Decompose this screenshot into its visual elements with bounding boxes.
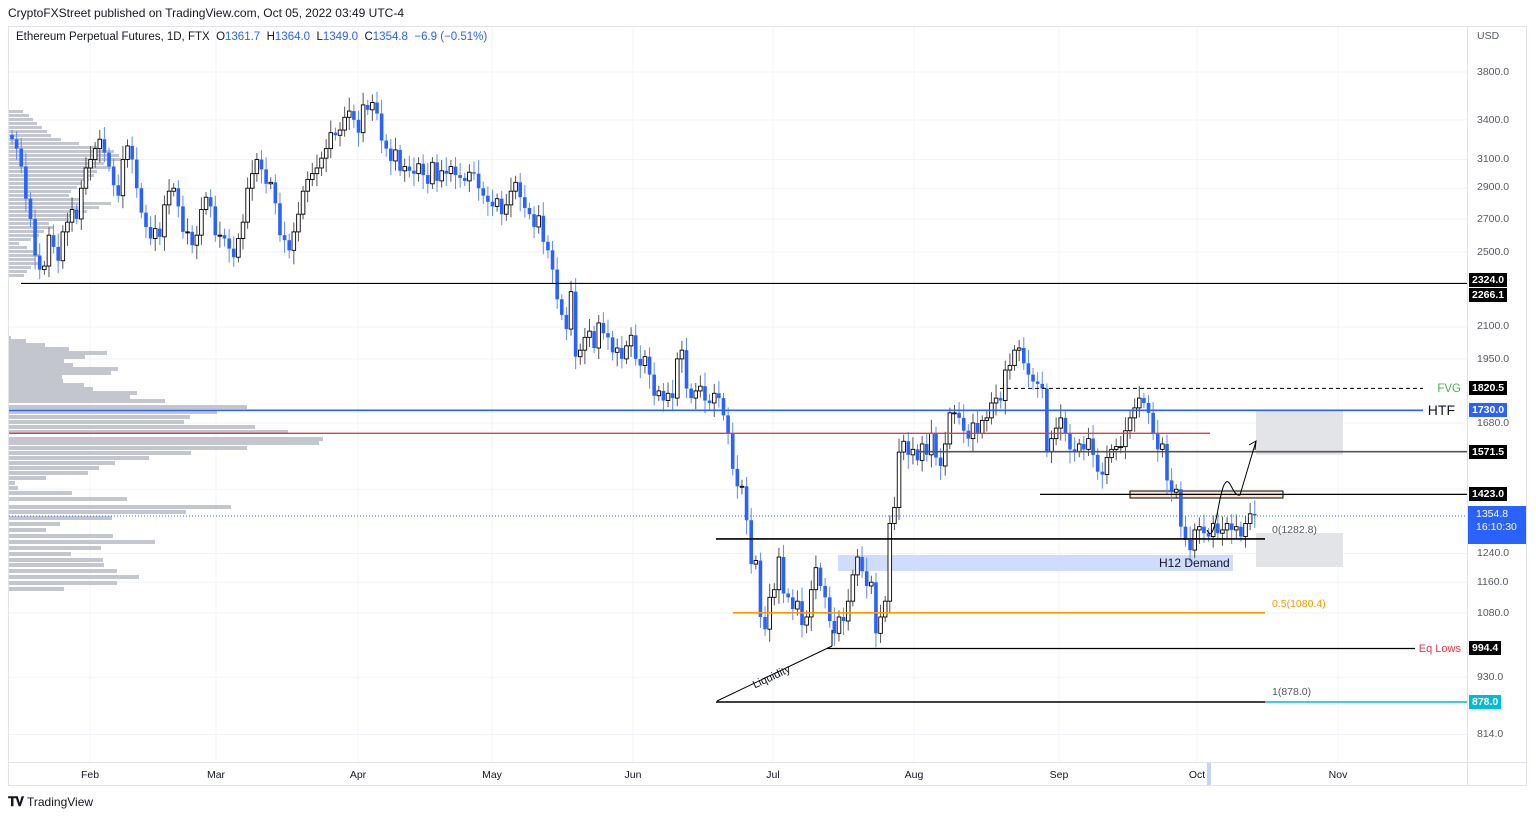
bar-countdown: 16:10:30 <box>1476 521 1517 533</box>
price-level-label: 2324.0 <box>1469 273 1508 287</box>
price-level-label: 994.4 <box>1469 641 1502 655</box>
x-tick-jul: Jul <box>766 769 780 781</box>
tradingview-logo-icon: 𝐓𝐕 <box>8 794 24 809</box>
open-value: 1361.7 <box>225 31 261 43</box>
fib-0-label: 0(1282.8) <box>1272 524 1317 536</box>
brand-name: TradingView <box>27 795 94 809</box>
ohlc-legend: Ethereum Perpetual Futures, 1D, FTX O136… <box>16 31 488 43</box>
currency-label: USD <box>1477 30 1500 42</box>
current-bar-highlight <box>1207 763 1211 785</box>
x-tick-oct: Oct <box>1188 769 1206 781</box>
chart-frame <box>8 26 1527 786</box>
x-tick-apr: Apr <box>349 769 367 781</box>
h12-demand-label: H12 Demand <box>1159 556 1230 570</box>
y-tick: 3100.0 <box>1477 153 1510 165</box>
x-tick-feb: Feb <box>80 769 100 781</box>
price-level-label: 2266.1 <box>1469 288 1508 302</box>
htf-label: HTF <box>1428 402 1455 418</box>
y-tick: 1240.0 <box>1477 547 1510 559</box>
y-tick: 3400.0 <box>1477 114 1510 126</box>
close-value: 1354.8 <box>372 31 408 43</box>
price-level-label: 1730.0 <box>1469 403 1508 417</box>
high-value: 1364.0 <box>274 31 311 43</box>
price-level-label: 1423.0 <box>1469 487 1508 501</box>
y-tick: 2700.0 <box>1477 213 1510 225</box>
y-tick: 1950.0 <box>1477 353 1510 365</box>
x-tick-aug: Aug <box>904 769 924 781</box>
last-price-value: 1354.8 <box>1476 508 1509 520</box>
y-tick: 930.0 <box>1477 671 1504 683</box>
eq-lows-label: Eq Lows <box>1419 643 1462 655</box>
fvg-label: FVG <box>1437 383 1461 395</box>
low-value: 1349.0 <box>322 31 359 43</box>
price-level-label: 1571.5 <box>1469 445 1508 459</box>
y-tick: 2100.0 <box>1477 320 1510 332</box>
price-level-label: 1820.5 <box>1469 381 1508 395</box>
price-level-label: 878.0 <box>1469 695 1502 709</box>
y-tick: 814.0 <box>1477 728 1504 740</box>
x-tick-jun: Jun <box>624 769 642 781</box>
chart-plot-area[interactable]: Liquidity FVG HTF Eq Lows H12 Demand 0(1282.8… <box>9 27 1467 762</box>
y-tick: 1680.0 <box>1477 417 1510 429</box>
change-value: −6.9 (−0.51%) <box>414 31 488 43</box>
last-price-label: 1354.8 16:10:30 <box>1468 506 1526 544</box>
y-tick: 1160.0 <box>1477 576 1509 588</box>
symbol-name: Ethereum Perpetual Futures, 1D, FTX <box>16 31 210 43</box>
price-axis[interactable]: USD 3800.0 3400.0 3100.0 2900.0 2700.0 2500.0… <box>1467 27 1527 762</box>
fib-1-label: 1(878.0) <box>1272 686 1311 698</box>
y-tick: 2500.0 <box>1477 246 1510 258</box>
published-byline: CryptoFXStreet published on TradingView.… <box>8 6 404 20</box>
y-tick: 3800.0 <box>1477 66 1510 78</box>
footer-brand: 𝐓𝐕 TradingView <box>8 794 93 810</box>
time-axis[interactable]: Feb Mar Apr May Jun Jul Aug Sep Oct Nov <box>9 762 1467 786</box>
x-tick-nov: Nov <box>1328 769 1348 781</box>
axis-corner <box>1467 762 1527 786</box>
fib-05-label: 0.5(1080.4) <box>1272 598 1326 610</box>
x-tick-sep: Sep <box>1049 769 1069 781</box>
x-tick-mar: Mar <box>206 769 226 781</box>
x-tick-may: May <box>482 769 502 781</box>
y-tick: 2900.0 <box>1477 181 1510 193</box>
y-tick: 1080.0 <box>1477 607 1510 619</box>
